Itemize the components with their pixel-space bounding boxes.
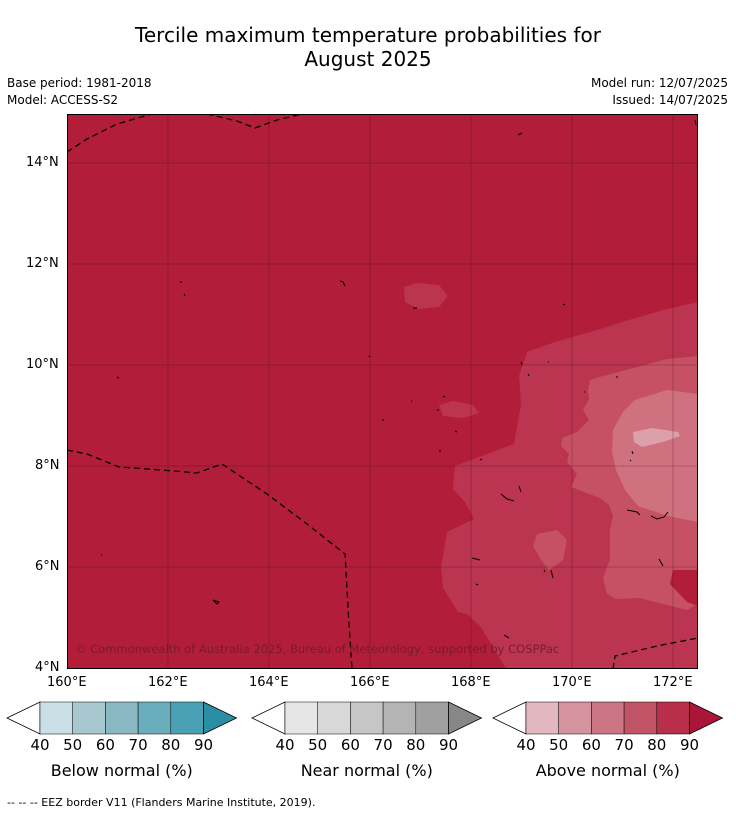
colorbar-near-tick: 90 bbox=[438, 736, 459, 754]
colorbar-above-tick: 60 bbox=[581, 736, 601, 754]
colorbar-below-segment-2 bbox=[72, 701, 106, 735]
colorbar-near-segment-2 bbox=[317, 701, 351, 735]
colorbar-above-tick: 80 bbox=[647, 736, 667, 754]
colorbar-near bbox=[251, 701, 483, 735]
colorbar-near-max-extend bbox=[448, 701, 483, 735]
colorbar-near-tick: 60 bbox=[340, 736, 360, 754]
colorbar-near-min-extend bbox=[251, 701, 286, 735]
colorbar-below-tick: 80 bbox=[161, 736, 181, 754]
colorbar-below-tick: 90 bbox=[193, 736, 214, 754]
colorbar-below-segment-3 bbox=[105, 701, 139, 735]
colorbar-below-segment-5 bbox=[170, 701, 204, 735]
map-title-line2: August 2025 bbox=[304, 47, 432, 71]
eez-footnote: -- -- -- EEZ border V11 (Flanders Marine… bbox=[7, 796, 316, 809]
lon-label-168e: 168°E bbox=[451, 675, 491, 690]
lat-label-10n: 10°N bbox=[26, 357, 59, 372]
lon-label-170e: 170°E bbox=[552, 675, 592, 690]
colorbar-near-tick: 70 bbox=[373, 736, 393, 754]
colorbar-below-segment-1 bbox=[39, 701, 73, 735]
colorbar-below-tick: 70 bbox=[128, 736, 148, 754]
colorbar-near-segment-3 bbox=[350, 701, 384, 735]
colorbar-above-min-extend bbox=[492, 701, 527, 735]
colorbar-above-segment-4 bbox=[623, 701, 658, 735]
colorbar-below-min-extend bbox=[6, 701, 41, 735]
contour-60-70-small bbox=[533, 530, 567, 570]
contour-50-60 bbox=[612, 390, 698, 522]
graticule bbox=[67, 114, 698, 669]
colorbar-near-tick: 80 bbox=[406, 736, 426, 754]
colorbar-below-label: Below normal (%) bbox=[50, 761, 193, 780]
colorbar-above-tick: 40 bbox=[516, 736, 536, 754]
colorbars bbox=[6, 701, 724, 735]
model-run: Model run: 12/07/2025 bbox=[590, 76, 728, 90]
colorbar-above-segment-3 bbox=[591, 701, 625, 735]
colorbar-below bbox=[6, 701, 238, 735]
colorbar-below-segment-4 bbox=[137, 701, 172, 735]
colorbar-above-max-extend bbox=[689, 701, 724, 735]
probability-map bbox=[67, 114, 698, 669]
lat-label-14n: 14°N bbox=[26, 155, 59, 170]
colorbar-near-segment-5 bbox=[415, 701, 449, 735]
contour-dip bbox=[670, 570, 698, 606]
colorbar-below-tick: 40 bbox=[30, 736, 50, 754]
eez-borders bbox=[67, 114, 698, 669]
colorbar-near-segment-4 bbox=[382, 701, 417, 735]
colorbar-near-segment-1 bbox=[284, 701, 318, 735]
lon-label-162e: 162°E bbox=[148, 675, 188, 690]
map-panel bbox=[67, 114, 698, 669]
colorbar-above-segment-2 bbox=[558, 701, 592, 735]
lat-label-4n: 4°N bbox=[35, 660, 60, 675]
colorbar-above bbox=[492, 701, 724, 735]
colorbar-above-label: Above normal (%) bbox=[535, 761, 680, 780]
lat-label-8n: 8°N bbox=[35, 458, 60, 473]
issued-date: Issued: 14/07/2025 bbox=[612, 93, 728, 107]
colorbar-above-segment-1 bbox=[525, 701, 559, 735]
colorbar-near-tick: 50 bbox=[308, 736, 328, 754]
colorbar-above-tick: 90 bbox=[679, 736, 700, 754]
colorbar-above-tick: 70 bbox=[614, 736, 634, 754]
base-period: Base period: 1981-2018 bbox=[7, 76, 152, 90]
colorbar-above-segment-5 bbox=[656, 701, 690, 735]
islands bbox=[101, 119, 697, 639]
map-title-line1: Tercile maximum temperature probabilitie… bbox=[135, 23, 601, 47]
model-name: Model: ACCESS-S2 bbox=[7, 93, 119, 107]
colorbar-below-max-extend bbox=[203, 701, 238, 735]
colorbar-below-tick: 50 bbox=[63, 736, 83, 754]
lat-label-12n: 12°N bbox=[26, 256, 59, 271]
lon-label-160e: 160°E bbox=[47, 675, 87, 690]
lon-label-166e: 166°E bbox=[350, 675, 390, 690]
contour-40-50 bbox=[633, 428, 680, 447]
copyright-notice: © Commonwealth of Australia 2025, Bureau… bbox=[75, 642, 560, 656]
lon-label-172e: 172°E bbox=[653, 675, 693, 690]
colorbar-near-tick: 40 bbox=[275, 736, 295, 754]
lon-label-164e: 164°E bbox=[249, 675, 289, 690]
colorbar-above-tick: 50 bbox=[549, 736, 569, 754]
lat-label-6n: 6°N bbox=[35, 559, 60, 574]
colorbar-below-tick: 60 bbox=[95, 736, 115, 754]
map-frame bbox=[67, 114, 698, 669]
colorbar-near-label: Near normal (%) bbox=[300, 761, 433, 780]
